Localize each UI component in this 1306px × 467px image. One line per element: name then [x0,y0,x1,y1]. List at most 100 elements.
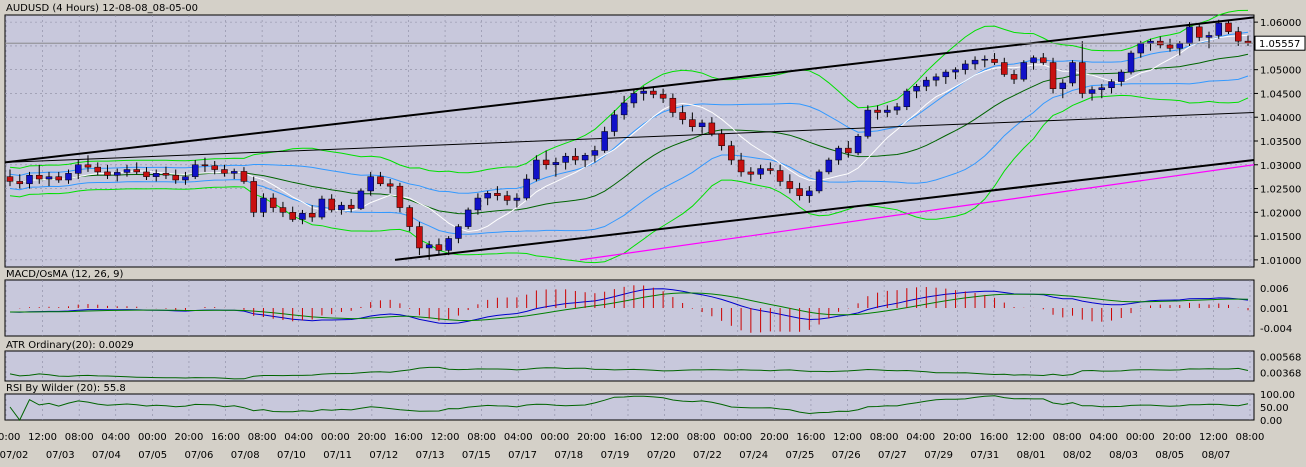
candle-bull [903,90,911,108]
time-label: 20:00 [943,432,972,443]
candle-bear [874,109,881,113]
candle-bull [230,171,238,174]
candle-bull [640,90,647,94]
date-label: 07/25 [786,450,815,461]
candle-bull [981,58,989,61]
candle-bear [650,90,657,95]
time-label: 00:00 [1126,432,1155,443]
macd-tick-label: 0.001 [1260,304,1289,315]
candle-bull [26,174,33,185]
candle-bear [328,198,335,211]
candle-bull [1069,62,1076,84]
candle-bear [1079,62,1086,94]
candle-bear [104,171,111,176]
candle-bear [221,169,228,174]
candle-bull [1088,89,1096,94]
candle-bull [1098,87,1106,90]
time-label: 16:00 [979,432,1008,443]
candle-bull [182,176,189,181]
candle-bear [84,164,92,168]
candle-bull [581,155,589,161]
candle-bull [630,93,638,104]
rsi-tick-label: 100.00 [1260,390,1295,401]
candle-bear [669,97,677,113]
candle-bull [562,155,569,163]
channel-lower-line [394,159,1255,261]
time-label: 00:00 [321,432,350,443]
date-label: 08/07 [1202,450,1231,461]
macd-panel-title: MACD/OsMA (12, 26, 9) [6,269,124,280]
rsi-tick-label: 50.00 [1260,403,1289,414]
time-label: 16:00 [394,432,423,443]
date-label: 07/06 [185,450,214,461]
grid-lines [5,15,1254,420]
candle-bear [416,226,423,249]
time-label: 04:00 [101,432,130,443]
candle-bear [1166,44,1174,49]
candle-bull [971,59,979,65]
candle-bear [143,171,150,177]
price-tick-label: 1.05000 [1260,66,1301,77]
candle-bull [367,176,374,192]
time-label: 08:00 [248,432,277,443]
candle-bull [455,226,462,239]
price-tick-label: 1.04000 [1260,113,1301,124]
candle-bear [35,174,43,180]
candle-bull [1108,81,1115,88]
candle-bull [835,147,842,161]
candle-bear [289,212,296,220]
macd-panel[interactable] [4,279,1255,337]
candle-bear [503,195,511,201]
signal-line [10,292,1249,322]
candle-bear [269,197,277,208]
time-label: 12:00 [833,432,862,443]
candle-bear [1225,22,1232,32]
candle-bull [464,209,472,227]
atr-tick-label: 0.00368 [1260,368,1301,379]
candle-bull [884,109,891,113]
candle-bull [1020,62,1028,80]
current-price-label: 1.05557 [1259,39,1300,50]
rsi-panel[interactable] [4,393,1255,421]
date-label: 07/31 [970,450,999,461]
time-label: 12:00 [431,432,460,443]
date-label: 07/20 [647,450,676,461]
candle-bull [1176,43,1184,49]
date-label: 08/01 [1017,450,1046,461]
candle-bull [962,63,969,70]
candle-bear [279,207,287,213]
time-label: 16:00 [211,432,240,443]
time-label: 04:00 [284,432,313,443]
candle-bull [1118,71,1125,82]
date-label: 07/29 [924,450,953,461]
candle-bear [542,159,550,166]
candle-bull [923,79,930,87]
time-label: 08:00 [687,432,716,443]
candle-bull [913,86,920,92]
macd-tick-label: -0.004 [1260,324,1292,335]
candle-bear [728,145,735,161]
candle-bull [474,197,482,211]
date-label: 07/12 [369,450,398,461]
time-label: 20:00 [0,432,20,443]
atr-panel[interactable] [4,350,1255,382]
candle-bear [1244,40,1252,44]
date-label: 07/19 [601,450,630,461]
candle-bear [786,181,794,189]
candle-bull [932,76,940,81]
candle-bear [16,181,23,185]
candle-bear [211,165,218,170]
date-label: 07/13 [416,450,445,461]
candle-bull [620,102,628,116]
candle-bear [845,147,852,154]
candle-bear [377,176,384,185]
candlestick-series [6,19,1252,260]
candle-bear [494,193,501,196]
candle-bull [445,238,452,251]
candle-bear [240,171,248,182]
time-label: 12:00 [1016,432,1045,443]
candle-bull [338,204,345,211]
candle-bear [796,188,803,196]
date-label: 07/22 [693,450,722,461]
